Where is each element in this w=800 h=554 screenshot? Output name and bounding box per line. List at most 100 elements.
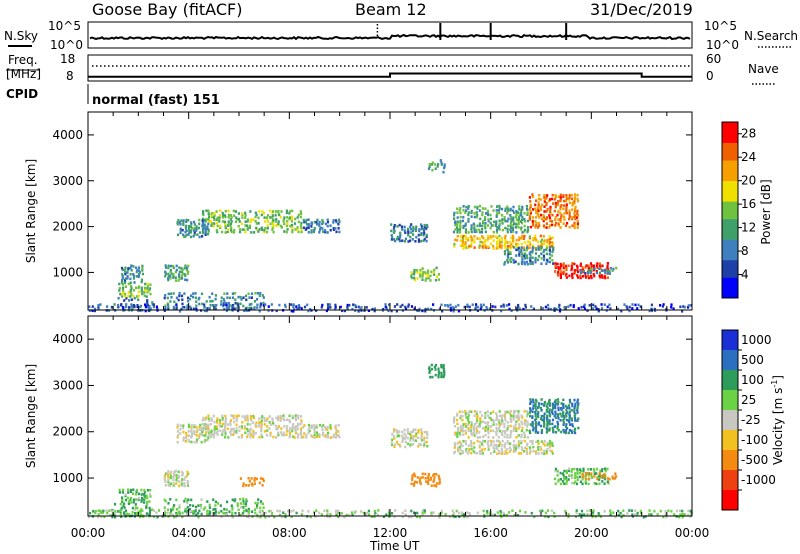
power-echo-cell — [565, 268, 568, 271]
velocity-echo-cell — [556, 420, 559, 424]
power-echo-cell — [563, 306, 566, 309]
velocity-echo-cell — [252, 416, 256, 420]
power-echo-cell — [431, 168, 434, 172]
power-echo-cell — [478, 228, 481, 232]
power-echo-cell — [475, 230, 478, 233]
velocity-echo-cell — [603, 510, 606, 513]
power-echo-cell — [461, 236, 464, 240]
velocity-echo-cell — [483, 513, 486, 517]
velocity-echo-cell — [482, 426, 485, 430]
velocity-echo-cell — [440, 371, 443, 375]
power-echo-cell — [382, 307, 385, 311]
power-echo-cell — [570, 197, 573, 201]
velocity-echo-cell — [262, 506, 265, 509]
velocity-echo-cell — [229, 429, 232, 433]
velocity-echo-cell — [521, 448, 524, 451]
power-echo-cell — [302, 226, 306, 230]
power-echo-cell — [146, 303, 149, 307]
power-echo-cell — [240, 212, 244, 215]
power-echo-cell — [473, 205, 476, 209]
velocity-echo-cell — [557, 417, 560, 420]
velocity-echo-cell — [581, 482, 584, 486]
power-echo-cell — [263, 220, 266, 223]
velocity-echo-cell — [533, 515, 536, 519]
power-echo-cell — [512, 226, 515, 230]
power-echo-cell — [604, 271, 607, 275]
velocity-echo-cell — [183, 484, 186, 488]
power-echo-cell — [571, 216, 574, 219]
power-echo-cell — [484, 207, 487, 210]
power-echo-cell — [290, 309, 293, 313]
power-echo-cell — [207, 222, 210, 226]
velocity-echo-cell — [197, 515, 200, 519]
power-echo-cell — [576, 197, 579, 201]
velocity-echo-cell — [256, 504, 259, 507]
velocity-echo-cell — [560, 408, 563, 412]
velocity-echo-cell — [382, 515, 385, 518]
power-echo-cell — [269, 216, 272, 219]
velocity-echo-cell — [118, 488, 121, 492]
power-echo-cell — [275, 218, 278, 221]
power-echo-cell — [207, 215, 211, 219]
velocity-echo-cell — [568, 398, 571, 402]
velocity-echo-cell — [531, 407, 535, 410]
velocity-echo-cell — [190, 425, 193, 429]
power-echo-cell — [511, 245, 514, 248]
velocity-echo-cell — [268, 421, 271, 424]
power-echo-cell — [257, 216, 260, 220]
power-echo-cell — [212, 224, 215, 228]
velocity-echo-cell — [492, 440, 495, 443]
velocity-echo-cell — [392, 434, 395, 438]
power-echo-cell — [531, 262, 534, 266]
power-echo-cell — [518, 213, 521, 217]
velocity-echo-cell — [534, 406, 537, 410]
power-echo-cell — [476, 207, 479, 210]
power-echo-cell — [373, 309, 376, 313]
velocity-echo-cell — [498, 410, 501, 413]
velocity-echo-cell — [164, 499, 167, 503]
velocity-echo-cell — [254, 431, 257, 435]
velocity-echo-cell — [537, 431, 540, 434]
velocity-echo-cell — [650, 513, 653, 516]
power-echo-cell — [211, 299, 214, 303]
velocity-echo-cell — [409, 443, 412, 446]
velocity-echo-cell — [118, 491, 121, 494]
velocity-echo-cell — [235, 430, 238, 433]
velocity-echo-cell — [496, 511, 499, 514]
velocity-echo-cell — [495, 426, 498, 430]
velocity-echo-cell — [326, 433, 329, 437]
velocity-echo-cell — [208, 433, 211, 436]
velocity-echo-cell — [258, 481, 261, 485]
velocity-echo-cell — [291, 427, 294, 430]
velocity-echo-cell — [206, 500, 209, 503]
velocity-echo-cell — [504, 418, 507, 422]
power-echo-cell — [411, 238, 414, 241]
power-echo-cell — [155, 305, 158, 309]
power-echo-cell — [172, 305, 175, 309]
power-echo-cell — [298, 305, 301, 309]
power-echo-cell — [246, 224, 249, 228]
velocity-echo-cell — [423, 509, 426, 512]
power-echo-cell — [466, 303, 469, 307]
velocity-echo-cell — [486, 429, 489, 432]
power-echo-cell — [423, 237, 426, 241]
power-echo-cell — [503, 217, 506, 221]
power-echo-cell — [435, 266, 438, 270]
velocity-echo-cell — [420, 436, 423, 440]
velocity-echo-cell — [177, 480, 180, 483]
velocity-echo-cell — [687, 509, 690, 513]
velocity-echo-cell — [564, 431, 568, 435]
velocity-echo-cell — [181, 426, 185, 430]
velocity-echo-cell — [204, 431, 208, 434]
power-echo-cell — [453, 245, 456, 248]
velocity-echo-cell — [528, 429, 531, 433]
power-echo-cell — [513, 246, 516, 249]
velocity-echo-cell — [504, 449, 507, 453]
power-echo-cell — [130, 284, 133, 288]
power-echo-cell — [559, 272, 562, 276]
power-echo-cell — [414, 229, 417, 232]
velocity-echo-cell — [456, 431, 459, 435]
power-echo-cell — [570, 264, 573, 268]
power-echo-cell — [479, 307, 482, 310]
power-echo-cell — [130, 286, 133, 290]
